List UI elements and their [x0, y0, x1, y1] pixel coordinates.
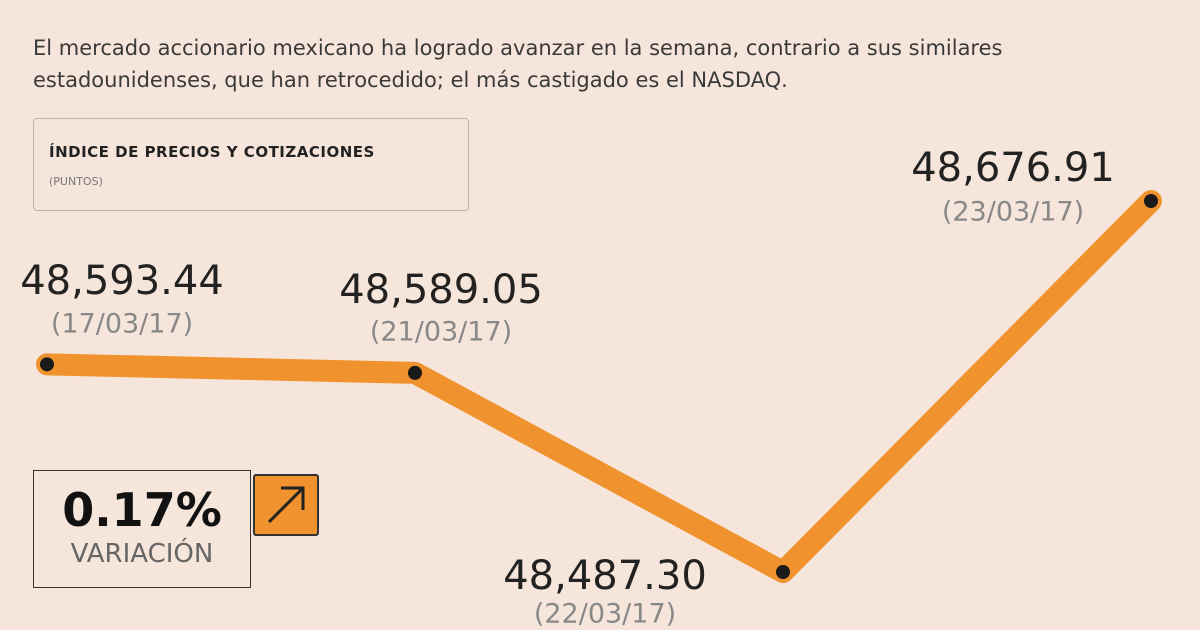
date-label: (23/03/17)	[942, 197, 1084, 228]
value-label: 48,487.30	[503, 553, 707, 599]
series-title: ÍNDICE DE PRECIOS Y COTIZACIONES	[49, 143, 375, 161]
arrow-icon	[267, 486, 305, 524]
line	[36, 190, 1162, 583]
subtitle: El mercado accionario mexicano ha lograd…	[33, 36, 1003, 92]
unit: (PUNTOS)	[49, 175, 103, 188]
variation-label: VARIACIÓN	[70, 539, 214, 569]
point	[408, 365, 422, 380]
variation-box: 0.17% VARIACIÓN	[33, 470, 251, 588]
date-label: (22/03/17)	[534, 599, 676, 630]
point	[776, 565, 790, 579]
value-label: 48,676.91	[911, 145, 1115, 191]
value-label: 48,593.44	[20, 258, 224, 304]
variation-value: 0.17%	[62, 483, 222, 537]
point	[40, 357, 54, 372]
point	[1144, 194, 1158, 208]
up-arrow-icon	[253, 474, 319, 536]
date-label: (17/03/17)	[51, 309, 193, 340]
value-label: 48,589.05	[339, 267, 543, 313]
legend-box: ÍNDICE DE PRECIOS Y COTIZACIONES (PUNTOS…	[33, 118, 469, 211]
date-label: (21/03/17)	[370, 317, 512, 348]
